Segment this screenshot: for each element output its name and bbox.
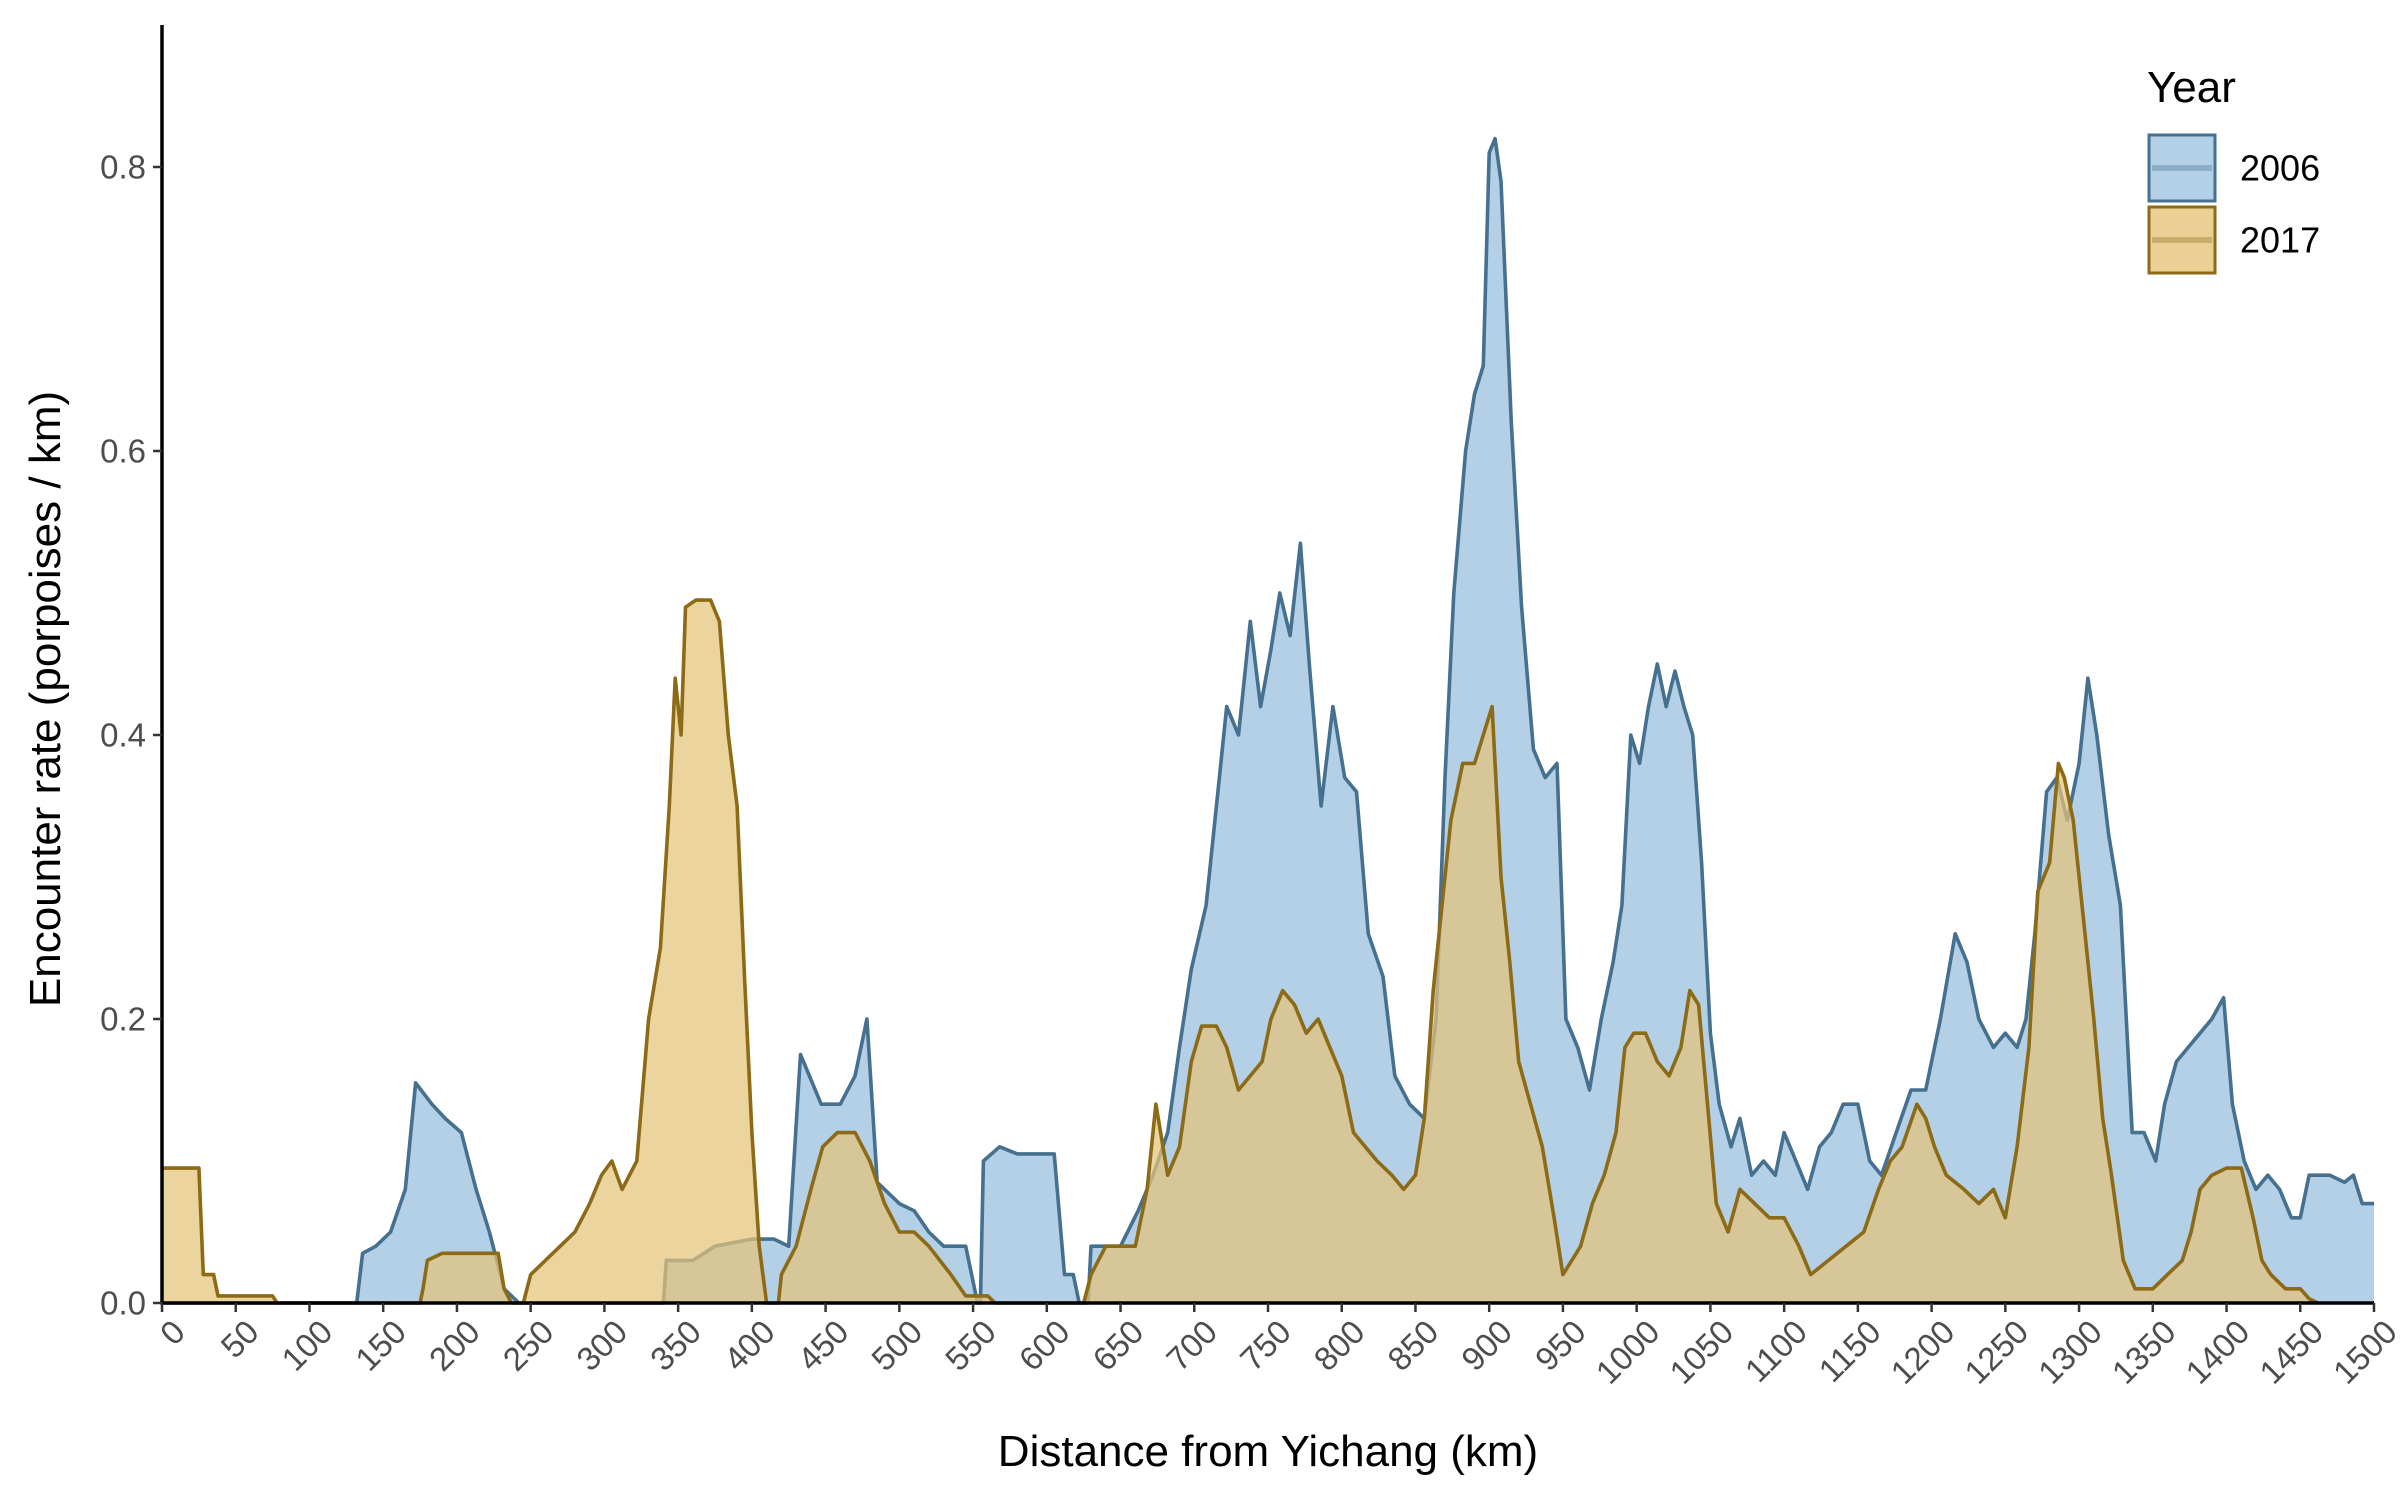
legend-title: Year: [2147, 63, 2236, 112]
y-axis-title: Encounter rate (porpoises / km): [21, 391, 70, 1007]
y-tick-label: 0.8: [100, 149, 146, 186]
legend-swatch-2017: [2147, 205, 2217, 275]
y-tick-label: 0.2: [100, 1001, 146, 1038]
legend-swatch-2006: [2147, 133, 2217, 203]
series-2006-line: [162, 136, 2374, 1305]
legend-label-2017: 2017: [2240, 220, 2320, 261]
series-2017-area: [162, 600, 2318, 1303]
series-2006-area: [162, 138, 2374, 1304]
legend-label-2006: 2006: [2240, 148, 2320, 189]
x-axis-title: Distance from Yichang (km): [998, 1427, 1538, 1476]
y-tick-label: 0.6: [100, 433, 146, 470]
y-tick-label: 0.4: [100, 717, 146, 754]
series-areas: [162, 136, 2374, 1305]
y-tick-label: 0.0: [100, 1285, 146, 1322]
legend: Year 2006 2017: [2147, 63, 2320, 275]
y-axis-ticks: 0.0 0.2 0.4 0.6 0.8: [100, 149, 162, 1322]
series-2017-line: [162, 598, 2319, 1305]
